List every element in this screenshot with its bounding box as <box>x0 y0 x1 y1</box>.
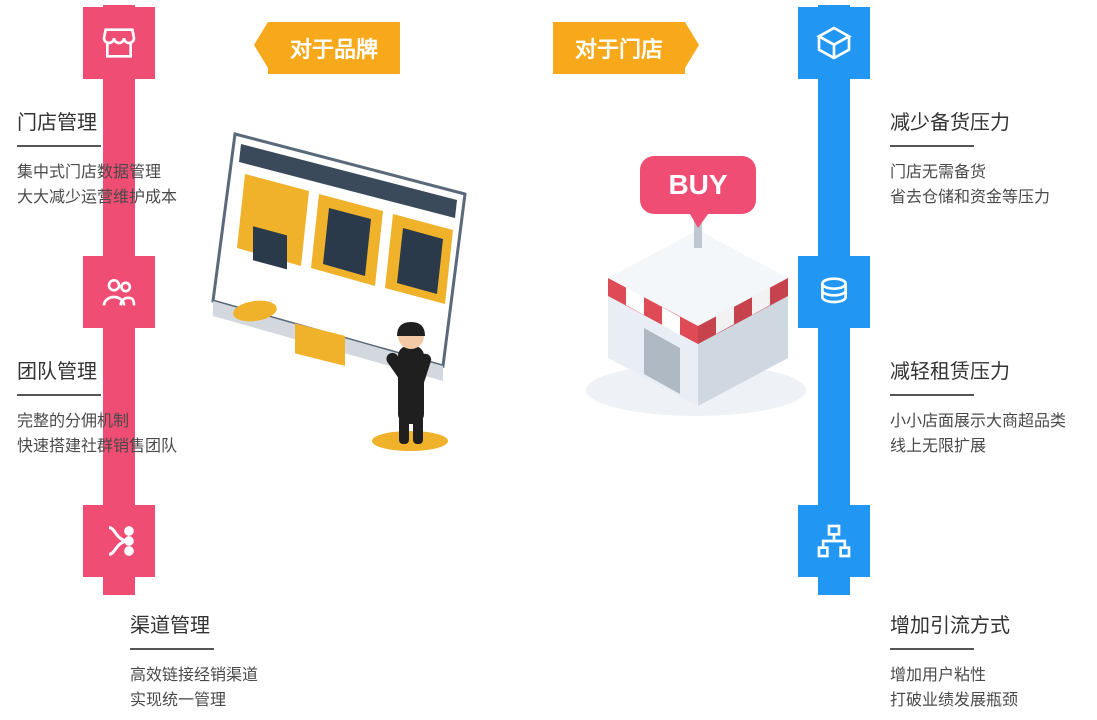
block-line: 完整的分佣机制 <box>17 410 177 435</box>
title-rule <box>890 145 974 147</box>
brand-block-1: 门店管理 集中式门店数据管理 大大减少运营维护成本 <box>17 108 177 211</box>
block-line: 高效链接经销渠道 <box>130 664 258 689</box>
store-block-3: 增加引流方式 增加用户粘性 打破业绩发展瓶颈 <box>890 611 1018 714</box>
block-title: 渠道管理 <box>130 611 258 642</box>
title-rule <box>890 648 974 650</box>
brand-block-2: 团队管理 完整的分佣机制 快速搭建社群销售团队 <box>17 357 177 460</box>
block-title: 增加引流方式 <box>890 611 1018 642</box>
brand-block-3: 渠道管理 高效链接经销渠道 实现统一管理 <box>130 611 258 714</box>
block-title: 减轻租赁压力 <box>890 357 1066 388</box>
block-line: 快速搭建社群销售团队 <box>17 435 177 460</box>
block-title: 门店管理 <box>17 108 177 139</box>
brand-badge-label: 对于品牌 <box>290 37 378 62</box>
block-line: 门店无需备货 <box>890 161 1050 186</box>
team-icon <box>83 256 155 328</box>
coins-icon <box>798 256 870 328</box>
title-rule <box>17 394 101 396</box>
block-line: 打破业绩发展瓶颈 <box>890 689 1018 714</box>
block-line: 线上无限扩展 <box>890 435 1066 460</box>
store-badge: 对于门店 <box>553 22 685 74</box>
block-title: 团队管理 <box>17 357 177 388</box>
store-illustration: BUY <box>548 128 828 428</box>
block-line: 省去仓储和资金等压力 <box>890 186 1050 211</box>
block-line: 增加用户粘性 <box>890 664 1018 689</box>
brand-badge: 对于品牌 <box>268 22 400 74</box>
block-line: 大大减少运营维护成本 <box>17 186 177 211</box>
store-icon <box>83 7 155 79</box>
title-rule <box>17 145 101 147</box>
box-icon <box>798 7 870 79</box>
store-block-2: 减轻租赁压力 小小店面展示大商超品类 线上无限扩展 <box>890 357 1066 460</box>
sitemap-icon <box>798 505 870 577</box>
brand-illustration <box>185 116 495 456</box>
store-badge-label: 对于门店 <box>575 37 663 62</box>
buy-label: BUY <box>668 169 727 200</box>
block-title: 减少备货压力 <box>890 108 1050 139</box>
store-block-1: 减少备货压力 门店无需备货 省去仓储和资金等压力 <box>890 108 1050 211</box>
title-rule <box>130 648 214 650</box>
block-line: 集中式门店数据管理 <box>17 161 177 186</box>
infographic-root: 对于品牌 对于门店 门店管理 集中式门店数据管理 大大减少运营维护成本 团队管理… <box>0 0 1097 720</box>
channel-icon <box>83 505 155 577</box>
block-line: 小小店面展示大商超品类 <box>890 410 1066 435</box>
block-line: 实现统一管理 <box>130 689 258 714</box>
title-rule <box>890 394 974 396</box>
